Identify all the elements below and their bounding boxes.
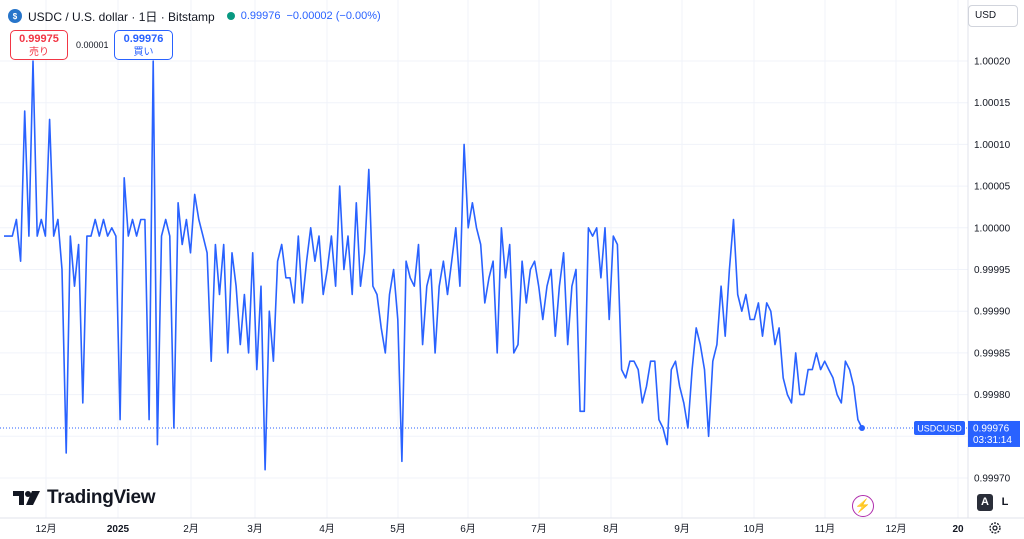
time-tick-label: 11月 (815, 523, 835, 535)
time-tick-label: 12月 (885, 523, 906, 535)
tradingview-logo-text: TradingView (47, 487, 156, 508)
symbol-header: $ USDC / U.S. dollar · 1日 · Bitstamp 0.9… (8, 6, 381, 26)
last-price-dot (859, 424, 865, 431)
spread-value: 0.00001 (76, 40, 109, 50)
price-tag-value: 0.99976 (973, 423, 1010, 434)
price-tick-label: 1.00000 (974, 223, 1011, 234)
price-tick-label: 1.00020 (974, 57, 1011, 68)
price-tick-label: 1.00005 (974, 182, 1011, 193)
price-axis[interactable]: 1.00020 1.00015 1.00010 1.00005 1.00000 0.999… (974, 57, 1011, 485)
auto-scale-button[interactable]: A (977, 494, 993, 511)
gear-icon[interactable] (988, 521, 1002, 535)
symbol-tag-text: USDCUSD (917, 423, 962, 433)
sell-price: 0.99975 (19, 33, 59, 45)
tradingview-logo[interactable]: TradingView (13, 487, 156, 509)
time-axis[interactable]: 12月 2025 2月 3月 4月 5月 6月 7月 8月 9月 10月 11月 12月 20 (35, 523, 964, 535)
price-tick-label: 1.00010 (974, 140, 1011, 151)
time-tick-label: 10月 (743, 523, 764, 535)
series-layer (4, 60, 863, 471)
buy-button[interactable]: 0.99976 買い (114, 30, 173, 60)
last-price: 0.99976 (240, 10, 281, 22)
symbol-title[interactable]: USDC / U.S. dollar · 1日 · Bitstamp (28, 9, 215, 24)
time-tick-label: 8月 (603, 523, 619, 535)
price-tag (968, 420, 1020, 447)
price-tick-label: 0.99985 (974, 348, 1011, 359)
market-open-dot (226, 12, 235, 20)
currency-select[interactable]: USD (968, 5, 1018, 27)
usdc-coin-icon[interactable]: $ (8, 9, 22, 23)
time-tick-label: 2月 (183, 523, 199, 535)
price-tag-countdown: 03:31:14 (973, 435, 1012, 446)
time-tick-label: 20 (952, 524, 964, 535)
log-scale-button[interactable]: L (1001, 496, 1009, 508)
time-tick-label: 2025 (107, 524, 130, 535)
buy-label: 買い (133, 47, 154, 58)
time-tick-label: 5月 (390, 523, 406, 535)
price-tick-label: 0.99995 (974, 265, 1011, 276)
sell-label: 売り (29, 47, 49, 58)
time-tick-label: 12月 (35, 523, 56, 535)
lightning-icon[interactable]: ⚡ (852, 495, 874, 517)
tradingview-logo-icon (13, 491, 40, 505)
symbol-tag (914, 420, 965, 435)
time-tick-label: 3月 (247, 523, 263, 535)
time-tick-label: 7月 (531, 523, 547, 535)
price-line (4, 60, 863, 471)
buy-price: 0.99976 (123, 33, 164, 45)
time-tick-label: 6月 (460, 523, 476, 535)
sell-button[interactable]: 0.99975 売り (10, 30, 68, 60)
time-tick-label: 9月 (674, 523, 690, 535)
price-change: −0.00002 (−0.00%) (286, 10, 381, 22)
price-tick-label: 0.99970 (974, 474, 1011, 485)
price-tick-label: 1.00015 (974, 98, 1011, 109)
price-tick-label: 0.99990 (974, 307, 1011, 318)
price-tick-label: 0.99980 (974, 390, 1011, 401)
time-tick-label: 4月 (319, 523, 335, 535)
